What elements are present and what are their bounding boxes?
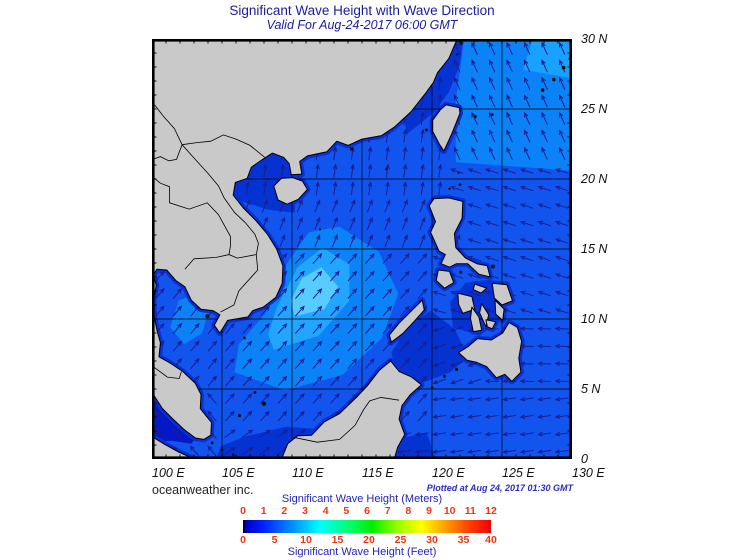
meters-tick: 10 bbox=[443, 505, 456, 517]
lat-label: 25 N bbox=[581, 102, 608, 116]
wave-map-canvas bbox=[152, 39, 572, 459]
valid-time-subtitle: Valid For Aug-24-2017 06:00 GMT bbox=[266, 18, 458, 32]
feet-tick: 30 bbox=[426, 534, 438, 546]
lon-label: 115 E bbox=[362, 466, 394, 480]
lat-label: 20 N bbox=[581, 172, 608, 186]
legend-meters-label: Significant Wave Height (Meters) bbox=[281, 493, 443, 505]
feet-tick: 20 bbox=[363, 534, 375, 546]
meters-tick: 3 bbox=[302, 505, 308, 517]
feet-tick: 15 bbox=[331, 534, 344, 546]
feet-tick: 5 bbox=[271, 534, 278, 546]
lat-label: 15 N bbox=[581, 242, 608, 256]
meters-tick: 1 bbox=[260, 505, 267, 517]
meters-tick: 4 bbox=[322, 505, 329, 517]
meters-tick: 2 bbox=[281, 505, 288, 517]
plotted-timestamp: Plotted at Aug 24, 2017 01:30 GMT bbox=[426, 483, 573, 493]
lat-label: 30 N bbox=[581, 32, 608, 46]
feet-tick: 10 bbox=[300, 534, 312, 546]
meters-tick: 6 bbox=[364, 505, 370, 517]
lon-label: 125 E bbox=[502, 466, 535, 480]
lon-label: 105 E bbox=[222, 466, 255, 480]
lat-label: 10 N bbox=[581, 312, 608, 326]
meters-tick: 12 bbox=[485, 505, 497, 517]
meters-tick: 0 bbox=[240, 505, 246, 517]
meters-tick: 7 bbox=[384, 505, 391, 517]
lat-label: 5 N bbox=[581, 382, 601, 396]
credit-text: oceanweather inc. bbox=[152, 483, 254, 497]
meters-tick: 5 bbox=[343, 505, 350, 517]
meters-tick: 9 bbox=[426, 505, 432, 517]
feet-tick: 0 bbox=[240, 534, 246, 546]
feet-tick: 35 bbox=[457, 534, 470, 546]
lon-label: 110 E bbox=[292, 466, 324, 480]
meters-tick: 8 bbox=[405, 505, 412, 517]
colorbar bbox=[243, 520, 491, 533]
lon-label: 130 E bbox=[572, 466, 605, 480]
page-title: Significant Wave Height with Wave Direct… bbox=[229, 3, 495, 18]
legend-feet-label: Significant Wave Height (Feet) bbox=[287, 546, 437, 558]
lon-label: 120 E bbox=[432, 466, 465, 480]
feet-tick: 25 bbox=[394, 534, 407, 546]
lat-label: 0 bbox=[581, 452, 588, 466]
meters-tick: 11 bbox=[464, 505, 476, 517]
feet-tick: 40 bbox=[485, 534, 497, 546]
lon-label: 100 E bbox=[152, 466, 185, 480]
